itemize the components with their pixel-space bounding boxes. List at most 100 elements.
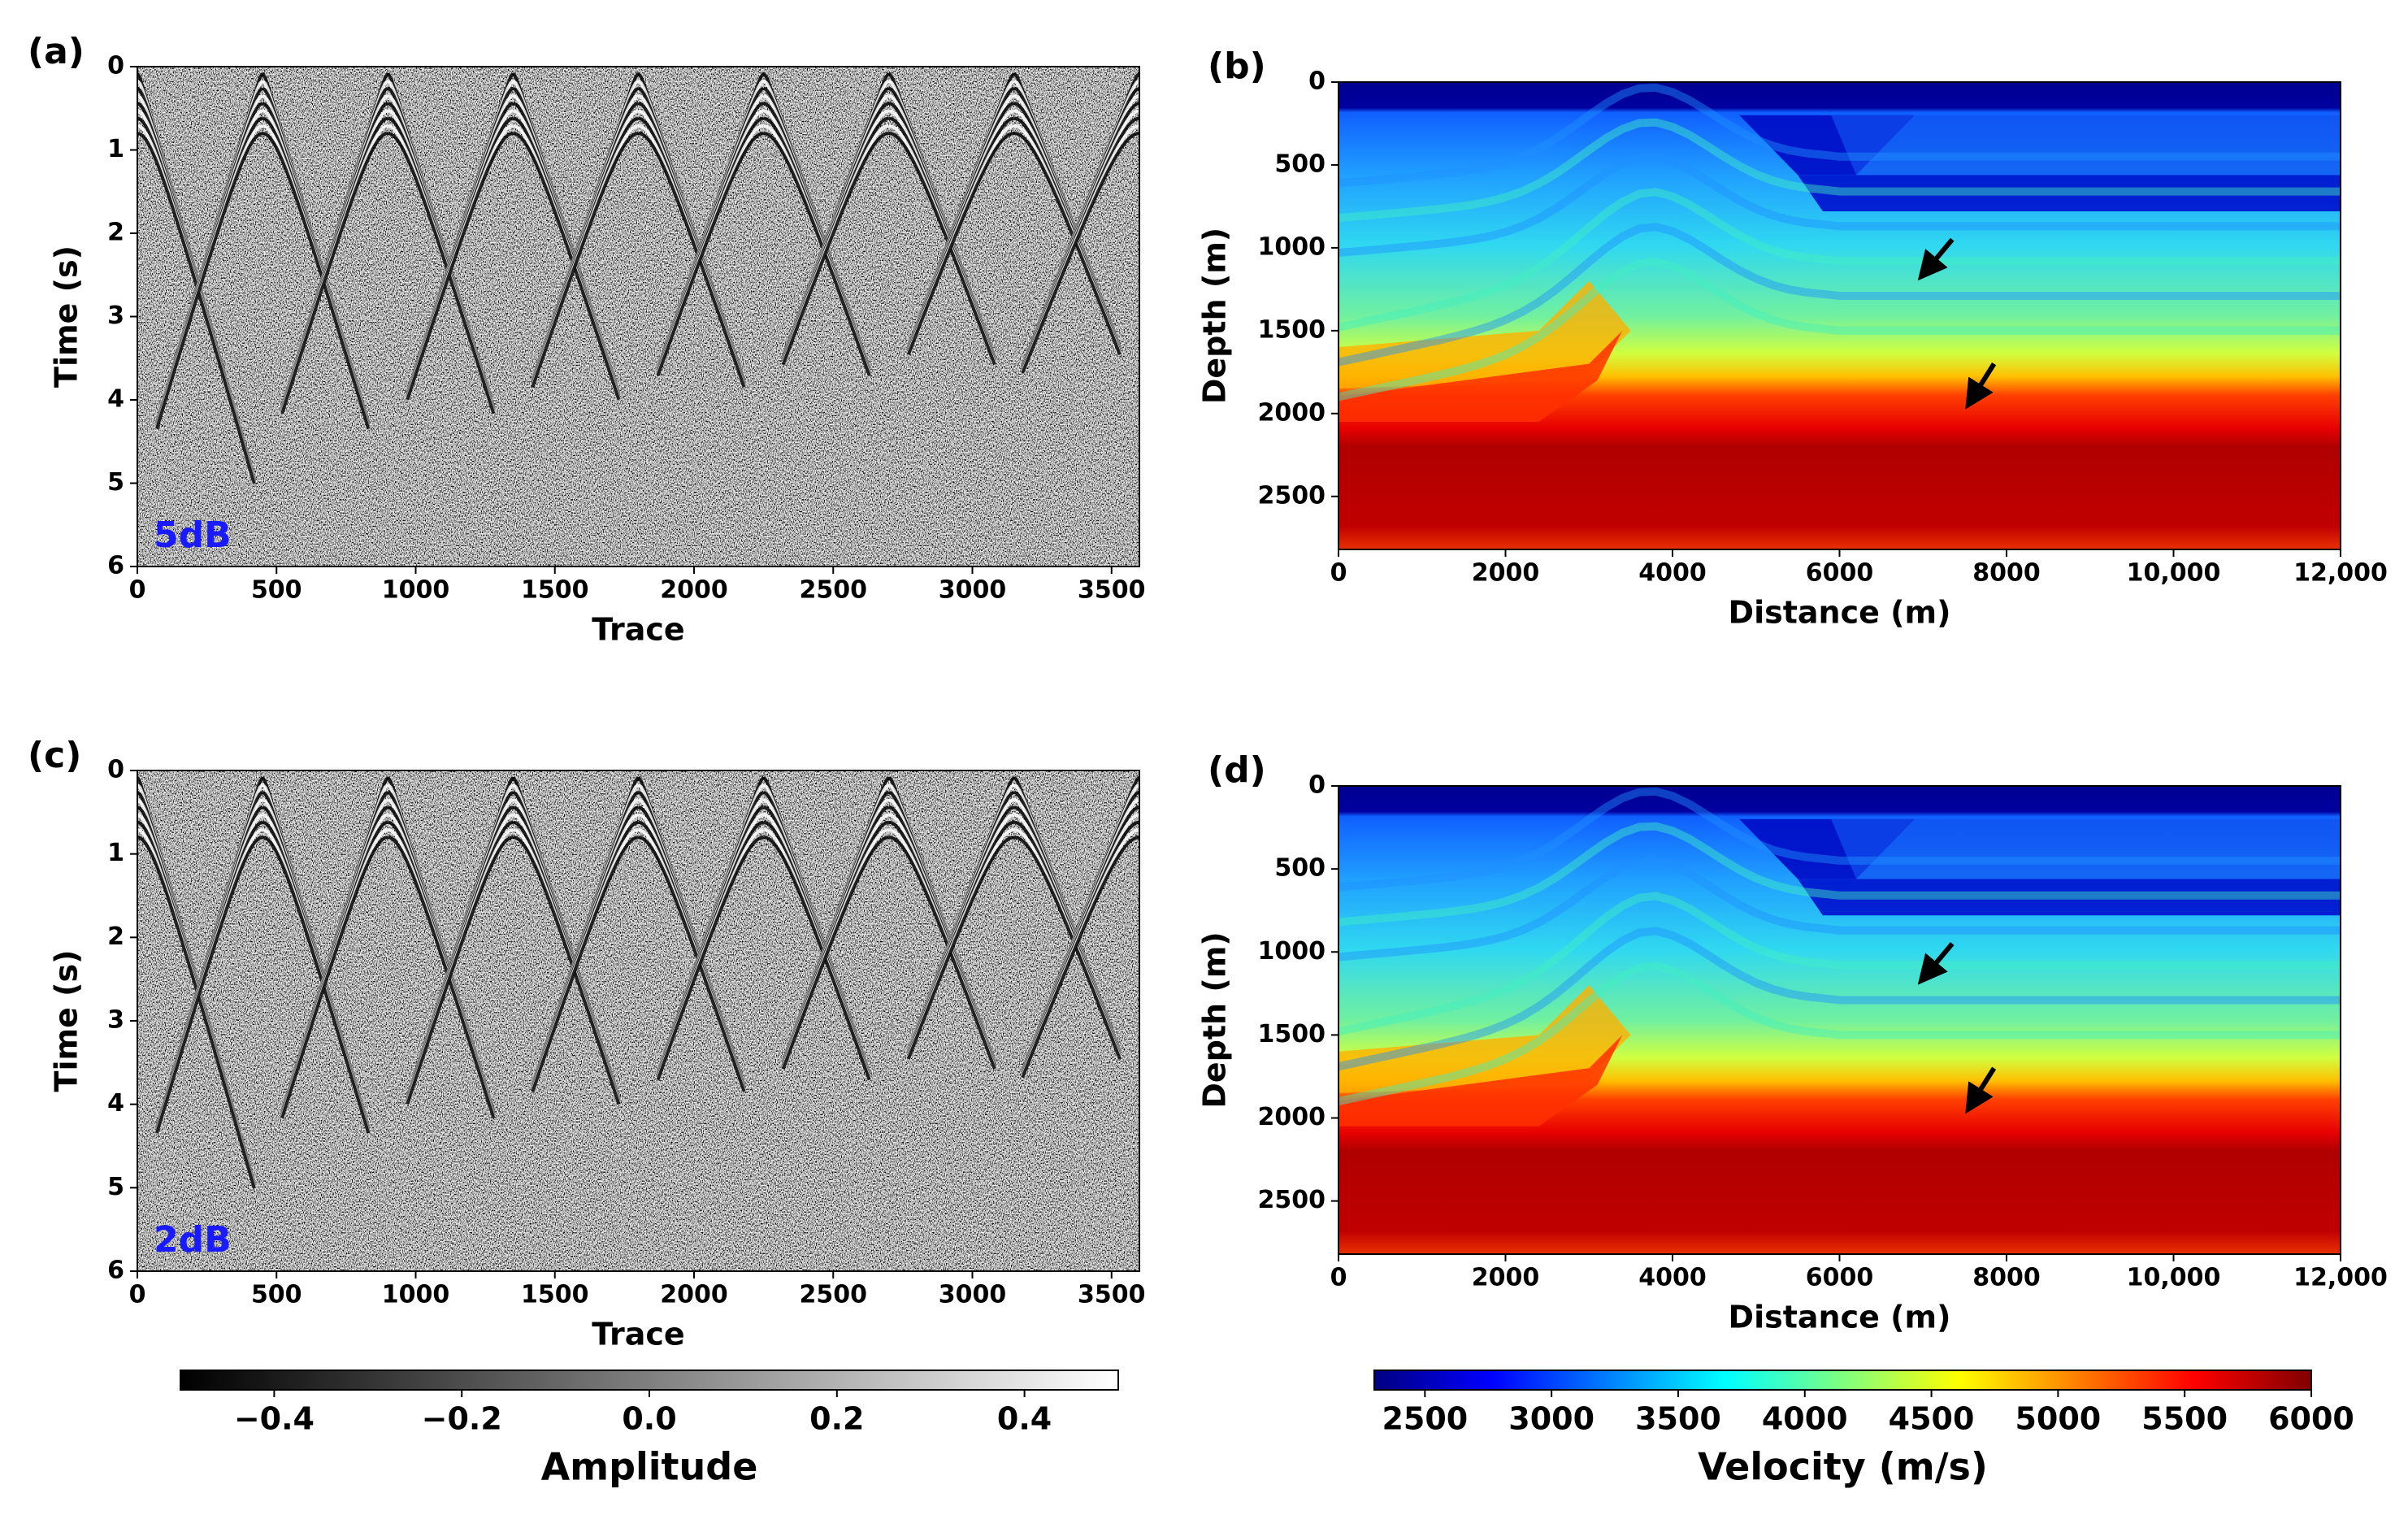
seismic-event xyxy=(781,836,890,1070)
y-tick-label: 2000 xyxy=(1258,1103,1326,1131)
x-tick-label: 2500 xyxy=(800,1281,868,1309)
x-tick-label: 2500 xyxy=(800,576,868,605)
y-tick-label: 1000 xyxy=(1258,937,1326,966)
seismic-event xyxy=(1013,836,1122,1060)
y-tick-label: 4 xyxy=(107,385,124,414)
y-tick-label: 6 xyxy=(107,552,124,580)
velocity-layer xyxy=(1339,188,2341,332)
seismic-event xyxy=(656,132,764,376)
seismic-event xyxy=(1021,836,1139,1079)
y-tick-label: 500 xyxy=(1274,150,1325,178)
x-tick-label: 0 xyxy=(129,576,146,605)
colorbar: 2500 3000 3500 4000 4500 5000 5500 6000 Velocity… xyxy=(1373,1370,2354,1489)
x-axis-label: Distance (m) xyxy=(1729,595,1951,631)
y-tick-label: 1000 xyxy=(1258,232,1326,261)
velocity-layer xyxy=(1339,83,2341,188)
x-tick-label: 0 xyxy=(1330,559,1347,588)
y-tick-label: 6 xyxy=(107,1257,124,1285)
x-tick-label: 8000 xyxy=(1972,559,2041,588)
seismic-event xyxy=(512,836,621,1105)
x-tick-label: 3000 xyxy=(939,576,1007,605)
y-tick-label: 0 xyxy=(107,52,124,80)
y-tick-label: 2500 xyxy=(1258,1186,1326,1214)
y-tick-label: 5 xyxy=(107,468,124,497)
seismic-event xyxy=(387,132,496,415)
seismic-event xyxy=(387,836,496,1119)
velocity-feature xyxy=(1339,280,1631,389)
velocity-feature xyxy=(1339,1035,1623,1126)
colorbar-label: Amplitude xyxy=(541,1445,758,1489)
tick-label: 0.4 xyxy=(997,1401,1052,1437)
velocity-layer xyxy=(1339,787,2341,892)
y-tick-label: 1 xyxy=(107,839,124,867)
velocity-feature xyxy=(1339,330,1623,422)
tick-label: 5000 xyxy=(2015,1401,2101,1437)
y-axis-label: Time (s) xyxy=(49,245,85,388)
seismic-event xyxy=(638,836,746,1092)
x-tick-label: 3000 xyxy=(939,1281,1007,1309)
seismic-event xyxy=(531,132,639,388)
x-tick-label: 0 xyxy=(129,1281,146,1309)
velocity-layer xyxy=(1339,962,2341,1105)
y-axis-label: Depth (m) xyxy=(1197,228,1233,404)
y-tick-label: 0 xyxy=(1308,67,1325,96)
image-layer xyxy=(1339,786,2341,1254)
x-tick-label: 1000 xyxy=(382,1281,450,1309)
tick-label: 4500 xyxy=(1889,1401,1975,1437)
x-tick-label: 3500 xyxy=(1078,576,1146,605)
velocity-layer xyxy=(1339,118,2341,223)
x-tick-label: 1500 xyxy=(521,1281,589,1309)
x-tick-label: 1500 xyxy=(521,576,589,605)
image-layer xyxy=(137,67,1139,566)
y-tick-label: 500 xyxy=(1274,854,1325,883)
seismic-event xyxy=(406,836,514,1105)
x-tick-label: 10,000 xyxy=(2127,1264,2221,1292)
x-tick-label: 500 xyxy=(251,1281,302,1309)
seismic-event xyxy=(656,836,764,1081)
y-tick-label: 1500 xyxy=(1258,1020,1326,1048)
x-tick-label: 2000 xyxy=(660,576,728,605)
seismic-event xyxy=(763,132,871,376)
x-axis-label: Distance (m) xyxy=(1729,1300,1951,1335)
colorbar: −0.4 −0.2 0.0 0.2 0.4 Amplitude xyxy=(180,1370,1119,1489)
velocity-layer xyxy=(1339,822,2341,927)
panel-label: (d) xyxy=(1208,749,1266,791)
x-tick-label: 6000 xyxy=(1806,1264,1874,1292)
y-tick-label: 1500 xyxy=(1258,315,1326,344)
image-layer xyxy=(1339,82,2341,549)
noise-image xyxy=(137,771,1139,1271)
y-tick-label: 2 xyxy=(107,922,124,951)
tick-label: 0.0 xyxy=(622,1401,676,1437)
tick-label: −0.4 xyxy=(234,1401,315,1437)
noise-level-annotation: 5dB xyxy=(154,514,232,556)
seismic-event xyxy=(262,836,371,1134)
colorbar-scale xyxy=(1373,1370,2312,1391)
x-axis-label: Trace xyxy=(592,1317,684,1352)
x-tick-label: 10,000 xyxy=(2127,559,2221,588)
x-tick-label: 12,000 xyxy=(2293,1264,2388,1292)
seismic-event xyxy=(155,836,263,1134)
velocity-layer xyxy=(1339,927,2341,1071)
velocity-layer xyxy=(1339,223,2341,367)
velocity-feature xyxy=(1831,115,2341,176)
x-tick-label: 2000 xyxy=(1472,559,1540,588)
y-axis-label: Depth (m) xyxy=(1197,931,1233,1108)
y-tick-label: 3 xyxy=(107,1006,124,1035)
x-tick-label: 4000 xyxy=(1638,559,1707,588)
image-layer xyxy=(137,771,1139,1271)
x-tick-label: 2000 xyxy=(1472,1264,1540,1292)
panel-label: (a) xyxy=(28,31,85,72)
velocity-layer xyxy=(1339,892,2341,1036)
arrow xyxy=(1917,942,1955,985)
seismic-event xyxy=(280,836,388,1119)
seismic-event xyxy=(1013,132,1122,356)
y-tick-label: 1 xyxy=(107,135,124,163)
x-tick-label: 1000 xyxy=(382,576,450,605)
seismic-event xyxy=(888,132,996,366)
x-tick-label: 6000 xyxy=(1806,559,1874,588)
x-tick-label: 2000 xyxy=(660,1281,728,1309)
y-tick-label: 2 xyxy=(107,219,124,247)
seismic-event xyxy=(137,132,256,484)
tick-label: −0.2 xyxy=(422,1401,502,1437)
